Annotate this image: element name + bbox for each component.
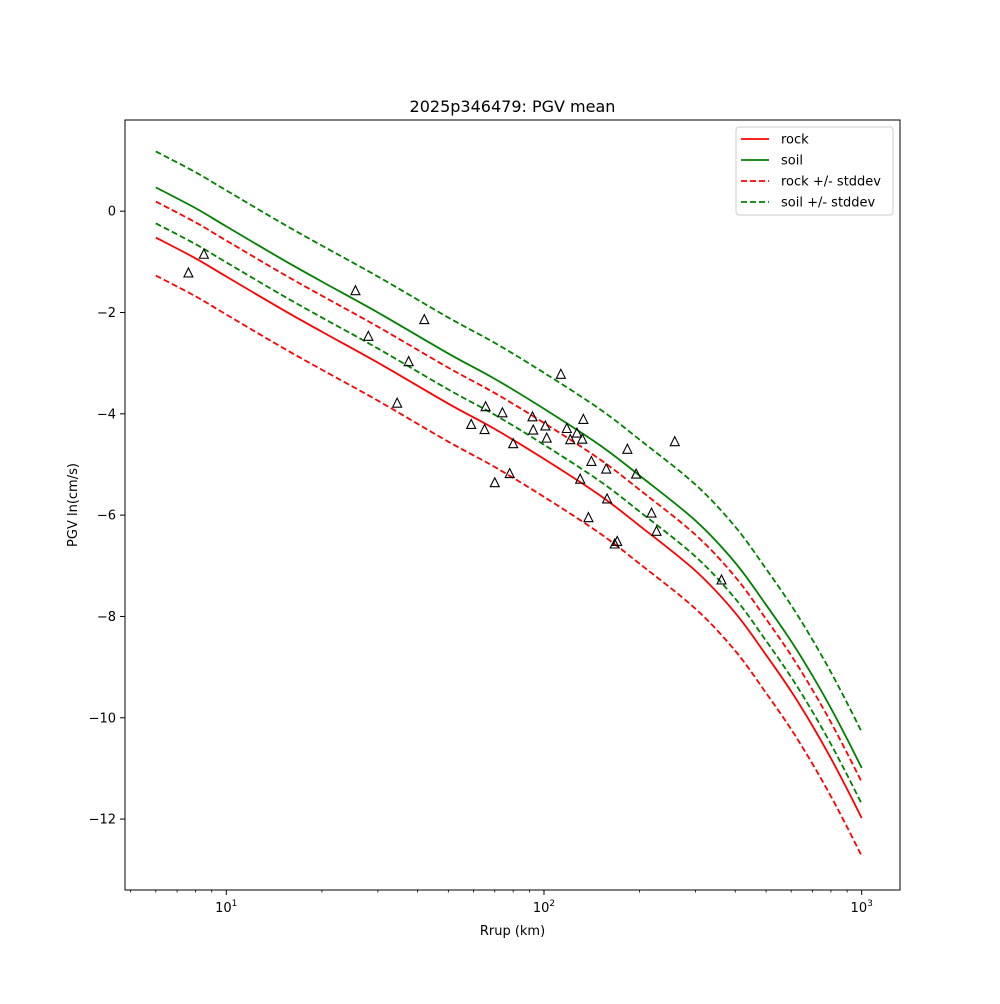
observation-marker [561,422,573,434]
observation-marker [583,511,594,523]
observation-marker [504,467,516,479]
observation-marker [418,313,430,325]
x-tick-label: 102 [533,899,555,916]
observation-marker [716,573,727,585]
y-axis-label: PGV ln(cm/s) [66,463,81,547]
observation-marker [576,432,588,444]
observation-marker [564,433,576,445]
observation-marker [669,435,681,447]
observation-marker [391,396,403,408]
x-tick-label: 103 [851,899,873,916]
plot-frame [124,119,901,891]
legend: rock soil rock +/- stddev soil +/- stddev [735,126,894,216]
series-layer [155,150,863,857]
x-axis-label: Rrup (km) [480,924,545,939]
y-tick-label: −10 [89,711,116,726]
series-line-4 [155,150,863,733]
observation-marker [577,413,589,424]
observation-marker [541,431,553,443]
x-axis-ticks: 101 102 103 [130,890,873,916]
observation-marker [646,506,657,518]
observation-marker [465,418,477,430]
observation-marker [586,455,597,466]
x-tick-label: 101 [215,899,237,916]
observation-marker [527,410,538,422]
y-tick-label: −6 [97,509,116,524]
observation-marker [507,437,519,449]
observation-marker [480,400,491,412]
y-tick-label: −8 [97,610,116,625]
observation-marker [497,406,508,418]
series-line-3 [155,274,863,857]
series-line-1 [155,186,863,769]
observation-marker [621,443,633,454]
legend-label: rock [781,133,809,148]
observation-marker [489,476,501,488]
legend-label: soil [781,154,803,169]
observation-marker [555,368,567,379]
chart-title: 2025p346479: PGV mean [410,97,616,116]
observations-layer [183,248,727,585]
observation-marker [479,423,490,435]
legend-label: rock +/- stddev [781,175,881,190]
observation-marker [571,426,583,438]
observation-marker [362,330,374,341]
observation-marker [601,492,613,504]
legend-box [735,126,894,216]
series-line-2 [155,200,863,783]
observation-marker [539,419,551,431]
observation-marker [574,472,586,484]
y-axis-ticks: 0 −2 −4 −6 −8 −10 −12 [89,205,125,828]
y-tick-label: −2 [97,306,116,321]
observation-marker [609,537,621,549]
legend-label: soil +/- stddev [781,196,876,211]
y-tick-label: 0 [108,205,116,220]
observation-marker [350,284,361,296]
y-tick-label: −12 [89,813,116,828]
observation-marker [198,248,210,259]
observation-marker [527,423,539,435]
y-tick-label: −4 [97,407,116,422]
observation-marker [630,467,642,479]
observation-marker [600,462,612,474]
observation-marker [183,266,194,278]
observation-marker [651,525,662,536]
observation-marker [611,535,623,547]
series-line-0 [155,236,863,819]
series-line-5 [155,222,863,805]
observation-marker [403,355,415,367]
